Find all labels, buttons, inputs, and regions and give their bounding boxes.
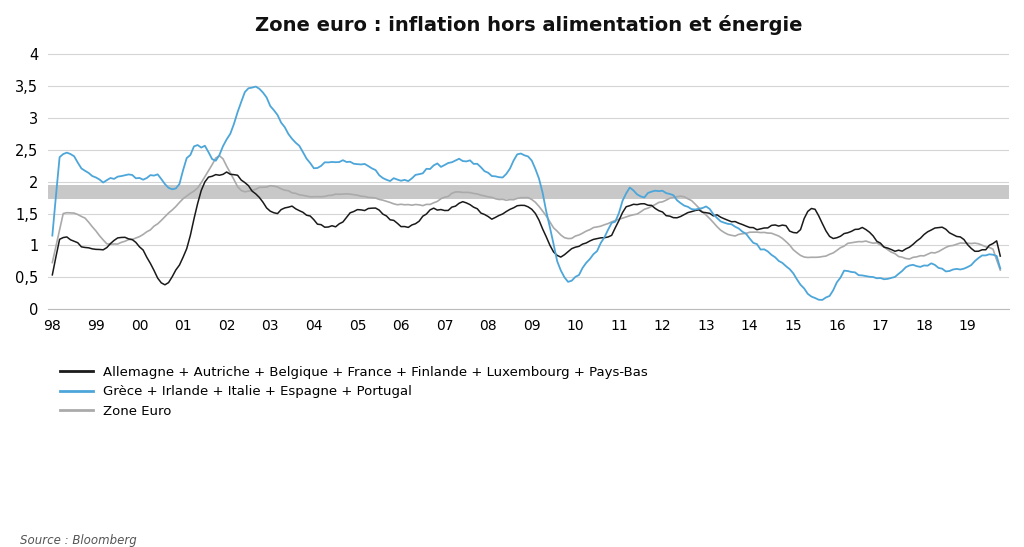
Zone Euro (994, 267, 1007, 274)
Text: Source : Bloomberg: Source : Bloomberg (20, 534, 137, 547)
Allemagne + Autriche + Belgique + France + Finlande + Luxembourg + Pays-Bas (925, 226, 937, 233)
Grèce + Irlande + Italie + Espagne + Portugal (816, 296, 828, 303)
Zone Euro (812, 254, 824, 260)
Allemagne + Autriche + Belgique + France + Finlande + Luxembourg + Pays-Bas (675, 213, 687, 220)
Allemagne + Autriche + Belgique + France + Finlande + Luxembourg + Pays-Bas (729, 218, 741, 225)
Allemagne + Autriche + Belgique + France + Finlande + Luxembourg + Pays-Bas (692, 207, 705, 213)
Grèce + Irlande + Italie + Espagne + Portugal (635, 193, 647, 200)
Allemagne + Autriche + Belgique + France + Finlande + Luxembourg + Pays-Bas (994, 253, 1007, 259)
Grèce + Irlande + Italie + Espagne + Portugal (994, 265, 1007, 272)
Allemagne + Autriche + Belgique + France + Finlande + Luxembourg + Pays-Bas (159, 282, 171, 288)
Grèce + Irlande + Italie + Espagne + Portugal (725, 221, 737, 228)
Zone Euro (635, 208, 647, 215)
Zone Euro (671, 194, 683, 200)
Zone Euro (213, 153, 225, 159)
Zone Euro (725, 232, 737, 238)
Grèce + Irlande + Italie + Espagne + Portugal (812, 296, 824, 303)
Title: Zone euro : inflation hors alimentation et énergie: Zone euro : inflation hors alimentation … (255, 15, 802, 35)
Grèce + Irlande + Italie + Espagne + Portugal (925, 260, 937, 266)
Zone Euro (922, 251, 934, 258)
Grèce + Irlande + Italie + Espagne + Portugal (46, 232, 58, 239)
Line: Grèce + Irlande + Italie + Espagne + Portugal: Grèce + Irlande + Italie + Espagne + Por… (52, 86, 1000, 300)
Allemagne + Autriche + Belgique + France + Finlande + Luxembourg + Pays-Bas (638, 200, 650, 207)
Legend: Allemagne + Autriche + Belgique + France + Finlande + Luxembourg + Pays-Bas, Grè: Allemagne + Autriche + Belgique + France… (54, 360, 653, 423)
Allemagne + Autriche + Belgique + France + Finlande + Luxembourg + Pays-Bas (220, 168, 232, 175)
Line: Zone Euro: Zone Euro (52, 156, 1000, 270)
Grèce + Irlande + Italie + Espagne + Portugal (671, 197, 683, 203)
Zone Euro (689, 201, 701, 207)
Grèce + Irlande + Italie + Espagne + Portugal (689, 206, 701, 213)
Line: Allemagne + Autriche + Belgique + France + Finlande + Luxembourg + Pays-Bas: Allemagne + Autriche + Belgique + France… (52, 172, 1000, 285)
Allemagne + Autriche + Belgique + France + Finlande + Luxembourg + Pays-Bas (816, 220, 828, 227)
Allemagne + Autriche + Belgique + France + Finlande + Luxembourg + Pays-Bas (46, 272, 58, 278)
Bar (48, 185, 1009, 199)
Grèce + Irlande + Italie + Espagne + Portugal (250, 83, 262, 90)
Zone Euro (46, 259, 58, 266)
